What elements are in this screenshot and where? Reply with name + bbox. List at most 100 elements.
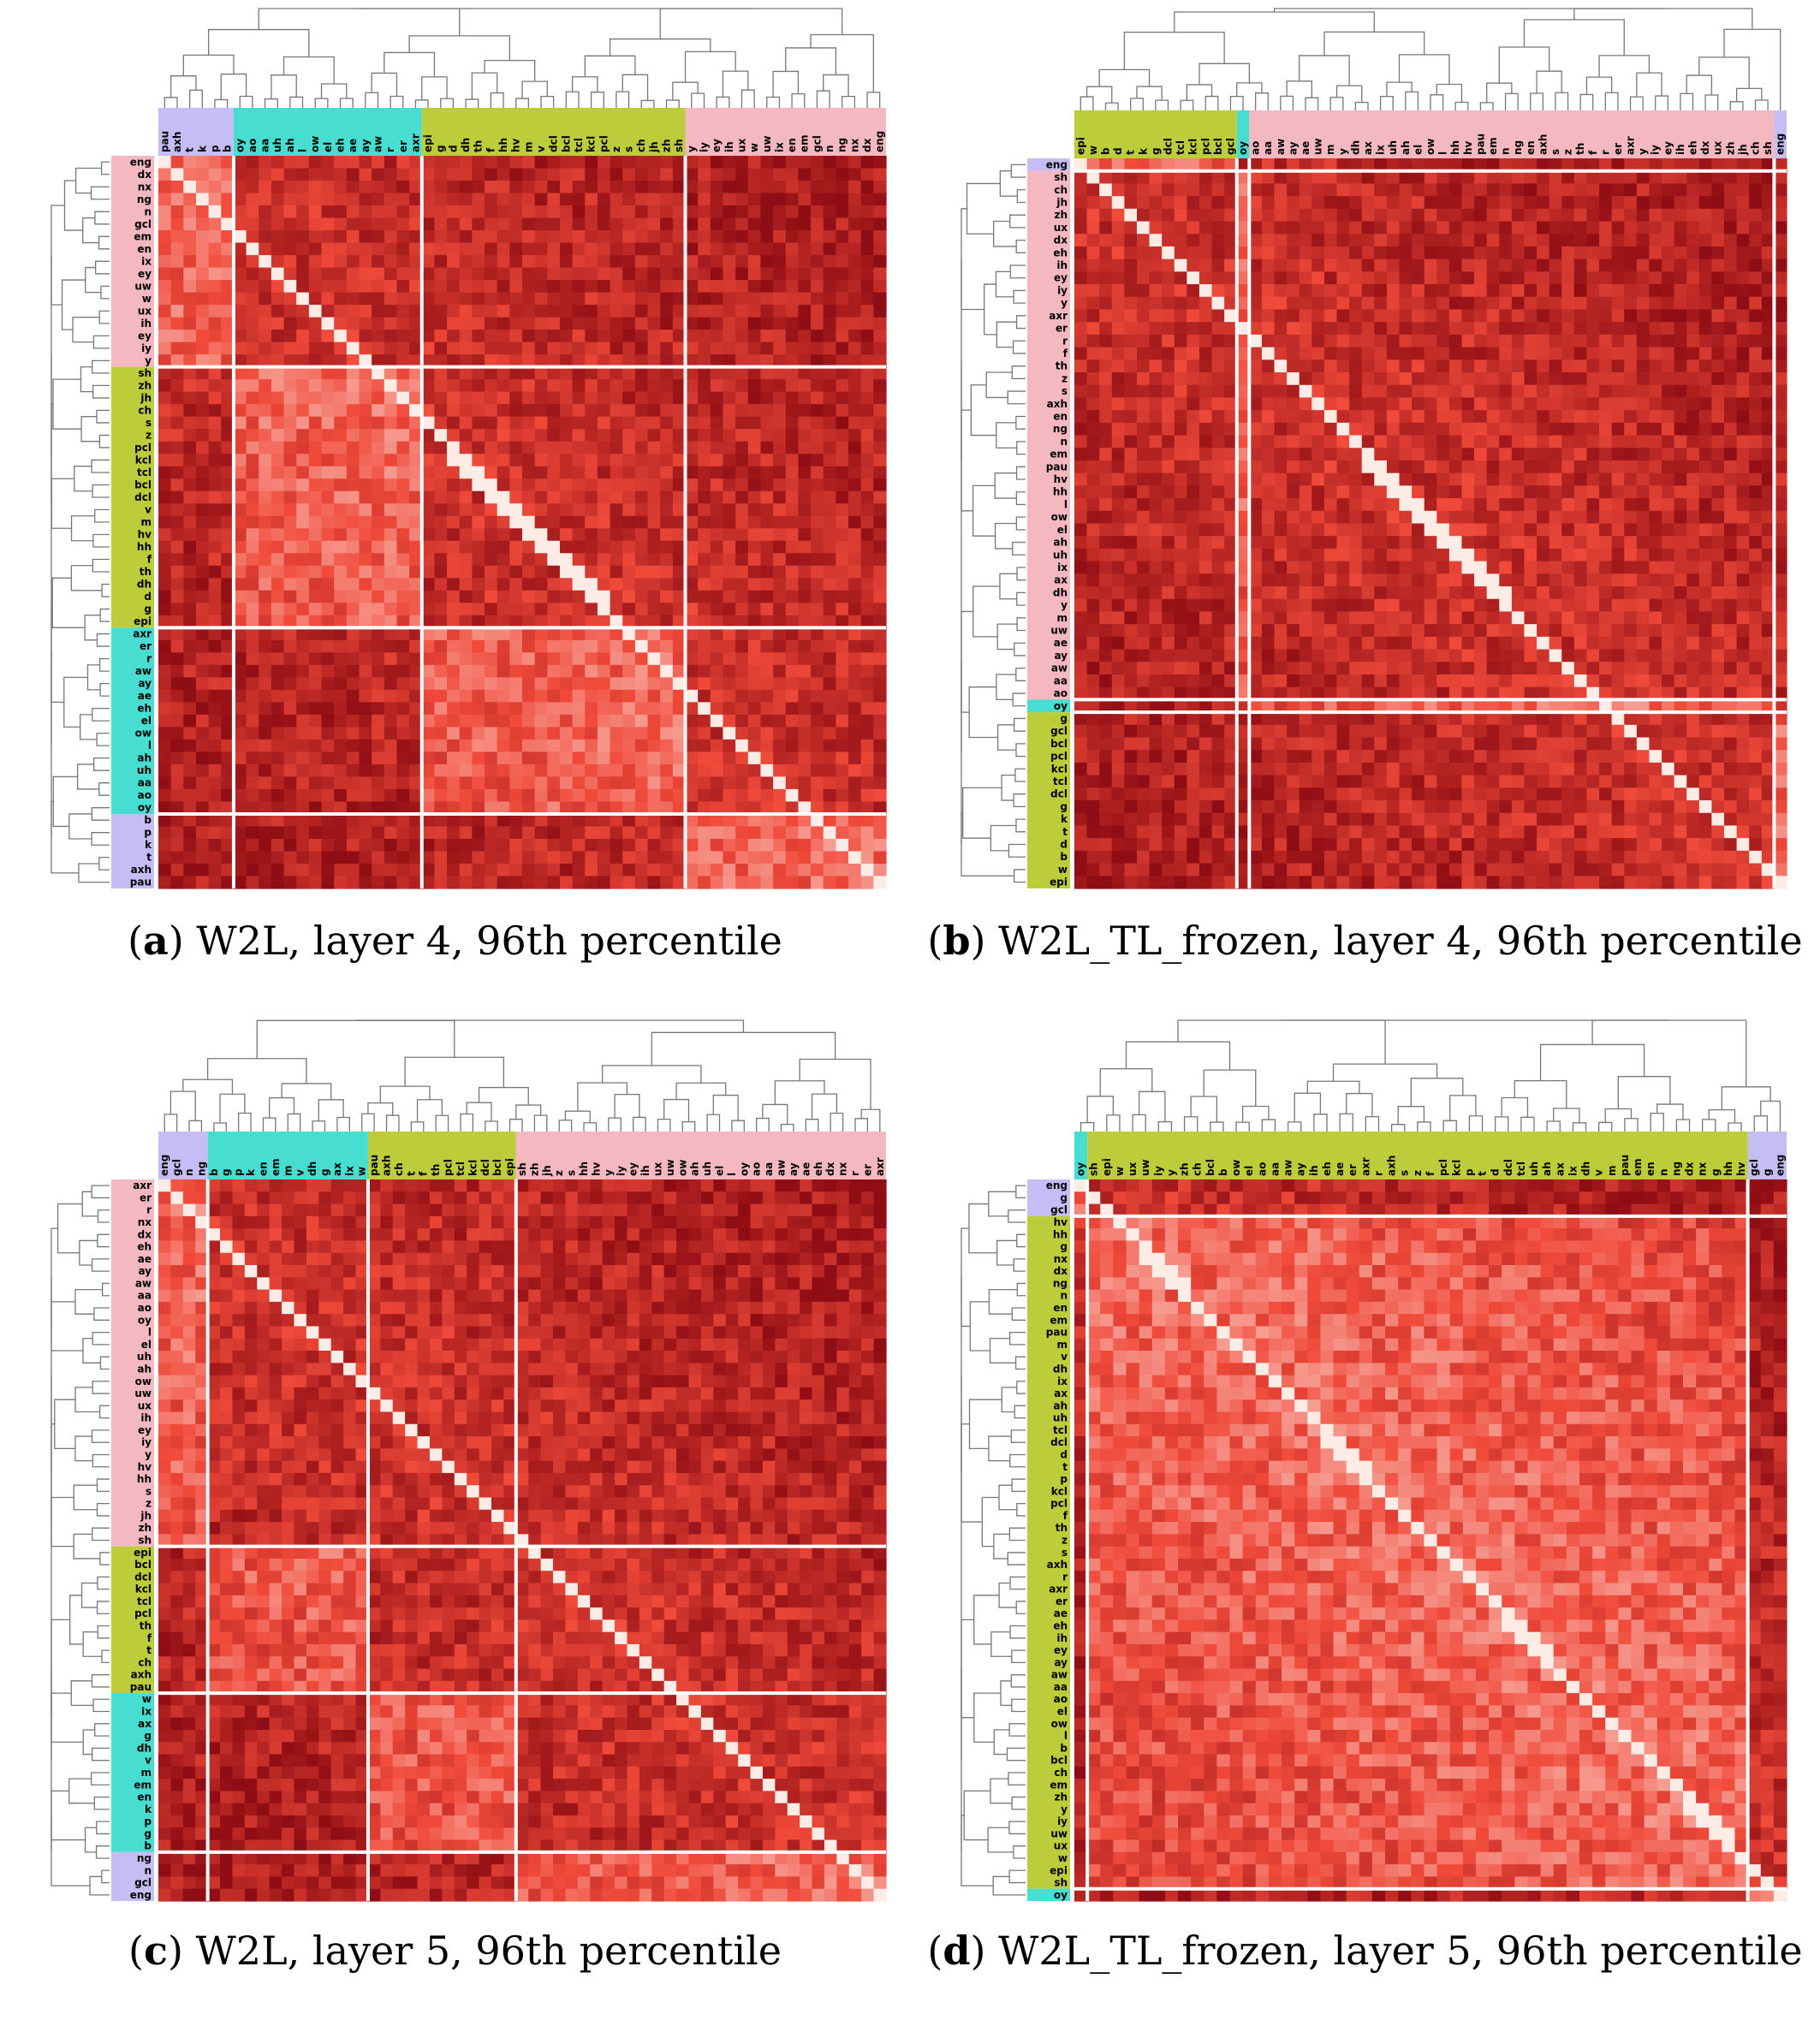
heatmap-cell	[359, 330, 372, 342]
heatmap-cell	[1212, 234, 1225, 247]
heatmap-cell	[1499, 234, 1512, 247]
heatmap-cell	[396, 342, 409, 355]
heatmap-cell	[183, 776, 196, 789]
heatmap-cell	[798, 789, 811, 802]
heatmap-cell	[196, 342, 209, 355]
heatmap-cell	[1175, 335, 1187, 348]
heatmap-cell	[1662, 359, 1674, 372]
heatmap-cell	[296, 181, 309, 193]
dendrogram-link	[767, 98, 780, 108]
heatmap-cell	[472, 392, 485, 405]
heatmap-cell	[1612, 271, 1625, 284]
heatmap-cell	[723, 640, 735, 653]
dendrogram-link	[80, 367, 92, 392]
heatmap-cell	[284, 367, 297, 380]
heatmap-cell	[573, 553, 586, 566]
row-label: l	[148, 740, 152, 752]
heatmap-cell	[1262, 423, 1275, 436]
heatmap-cell	[635, 255, 648, 268]
heatmap-cell	[811, 640, 824, 653]
column-label: zh	[661, 139, 673, 152]
heatmap-cell	[848, 255, 861, 268]
heatmap-cell	[573, 454, 586, 466]
heatmap-cell	[372, 578, 384, 591]
heatmap-cell	[1612, 222, 1625, 235]
heatmap-cell	[1424, 284, 1437, 297]
heatmap-cell	[1499, 222, 1512, 235]
heatmap-cell	[1150, 322, 1163, 335]
heatmap-cell	[798, 243, 811, 256]
heatmap-cell	[447, 243, 460, 256]
heatmap-cell	[171, 591, 184, 603]
heatmap-cell	[622, 367, 635, 380]
heatmap-cell	[824, 677, 836, 690]
heatmap-cell	[848, 740, 861, 752]
heatmap-cell	[171, 839, 184, 852]
heatmap-cell	[711, 169, 723, 181]
heatmap-cell	[158, 541, 171, 554]
heatmap-cell	[296, 156, 309, 169]
heatmap-cell	[836, 169, 848, 181]
heatmap-cell	[1262, 259, 1275, 272]
heatmap-cell	[460, 193, 473, 206]
heatmap-cell	[711, 578, 723, 591]
column-label: r	[384, 147, 396, 152]
heatmap-cell	[648, 603, 661, 615]
heatmap-cell	[259, 826, 271, 839]
heatmap-cell	[1586, 385, 1599, 398]
heatmap-cell	[1662, 209, 1674, 222]
heatmap-cell	[861, 218, 874, 231]
heatmap-cell	[497, 156, 510, 169]
heatmap-cell	[735, 268, 748, 281]
heatmap-cell	[836, 330, 848, 342]
heatmap-cell	[158, 627, 171, 640]
heatmap-cell	[460, 640, 473, 653]
heatmap-cell	[1199, 297, 1212, 310]
heatmap-cell	[372, 466, 384, 479]
row-label: ey	[138, 268, 152, 280]
heatmap-cell	[848, 318, 861, 330]
heatmap-cell	[760, 776, 773, 789]
heatmap-cell	[209, 627, 222, 640]
row-label: ey	[138, 330, 152, 342]
dendrogram-link	[164, 98, 177, 108]
heatmap-cell	[1461, 359, 1474, 372]
heatmap-cell	[485, 454, 497, 466]
heatmap-cell	[848, 566, 861, 579]
heatmap-cell	[1362, 309, 1375, 322]
heatmap-cell	[660, 864, 673, 876]
heatmap-cell	[372, 230, 384, 243]
heatmap-cell	[384, 218, 397, 231]
heatmap-cell	[372, 218, 384, 231]
heatmap-cell	[598, 330, 610, 342]
heatmap-cell	[396, 826, 409, 839]
heatmap-cell	[247, 442, 259, 454]
heatmap-cell	[560, 776, 573, 789]
heatmap-cell	[1187, 271, 1199, 284]
heatmap-cell	[547, 665, 560, 678]
heatmap-cell	[322, 230, 335, 243]
heatmap-cell	[1474, 196, 1487, 209]
heatmap-cell	[686, 342, 699, 355]
heatmap-cell	[1199, 322, 1212, 335]
heatmap-cell	[535, 466, 548, 479]
heatmap-cell	[322, 640, 335, 653]
column-label: sh	[673, 139, 685, 152]
heatmap-cell	[1586, 247, 1599, 259]
column-dendrogram	[164, 9, 879, 108]
heatmap-cell	[396, 541, 409, 554]
heatmap-cell	[1337, 209, 1350, 222]
heatmap-cell	[748, 169, 761, 181]
heatmap-cell	[760, 230, 773, 243]
heatmap-cell	[1150, 209, 1163, 222]
heatmap-cell	[1349, 372, 1362, 385]
heatmap-cells	[1074, 158, 1787, 889]
heatmap-cell	[234, 169, 247, 181]
heatmap-cell	[635, 230, 648, 243]
heatmap-cell	[309, 305, 322, 318]
heatmap-cell	[296, 280, 309, 293]
heatmap-cell	[748, 404, 761, 417]
heatmap-cell	[535, 442, 548, 454]
heatmap-cell	[585, 776, 598, 789]
